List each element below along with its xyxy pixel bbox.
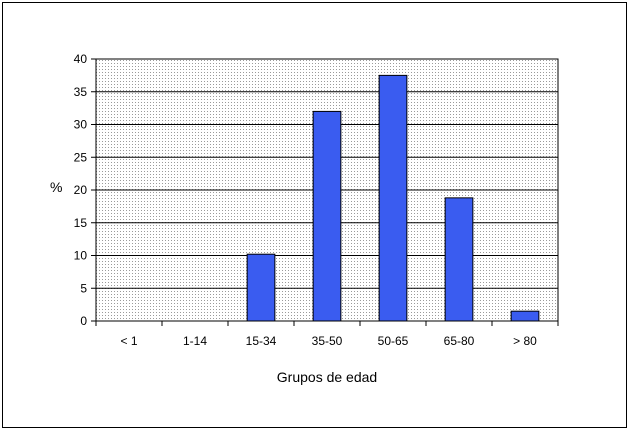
- x-tick-labels: < 1 1-14 15-34 35-50 50-65 65-80 > 80: [120, 334, 537, 348]
- x-tick-label: 65-80: [444, 334, 475, 348]
- bar-50-65: [378, 74, 408, 322]
- x-tick-label: 50-65: [378, 334, 409, 348]
- y-axis-title: %: [50, 179, 62, 195]
- bar->80: [510, 310, 540, 322]
- bars: [246, 74, 540, 322]
- axes: [91, 58, 559, 326]
- x-tick-label: 1-14: [183, 334, 207, 348]
- y-tick-label: 0: [80, 314, 87, 328]
- y-tick-label: 25: [74, 150, 88, 164]
- y-tick-label: 20: [74, 183, 88, 197]
- bar-35-50: [312, 110, 342, 322]
- y-tick-label: 5: [80, 281, 87, 295]
- y-tick-label: 35: [74, 85, 88, 99]
- y-tick-label: 30: [74, 118, 88, 132]
- x-tick-label: 15-34: [246, 334, 277, 348]
- bar-65-80: [444, 197, 474, 322]
- x-axis-title: Grupos de edad: [277, 369, 377, 385]
- y-tick-label: 15: [74, 216, 88, 230]
- bar-15-34: [246, 253, 276, 322]
- y-tick-label: 40: [74, 52, 88, 66]
- x-tick-label: > 80: [513, 334, 537, 348]
- x-tick-label: < 1: [120, 334, 137, 348]
- y-tick-labels: 0 5 10 15 20 25 30 35 40: [74, 52, 88, 328]
- x-tick-label: 35-50: [312, 334, 343, 348]
- y-tick-label: 10: [74, 249, 88, 263]
